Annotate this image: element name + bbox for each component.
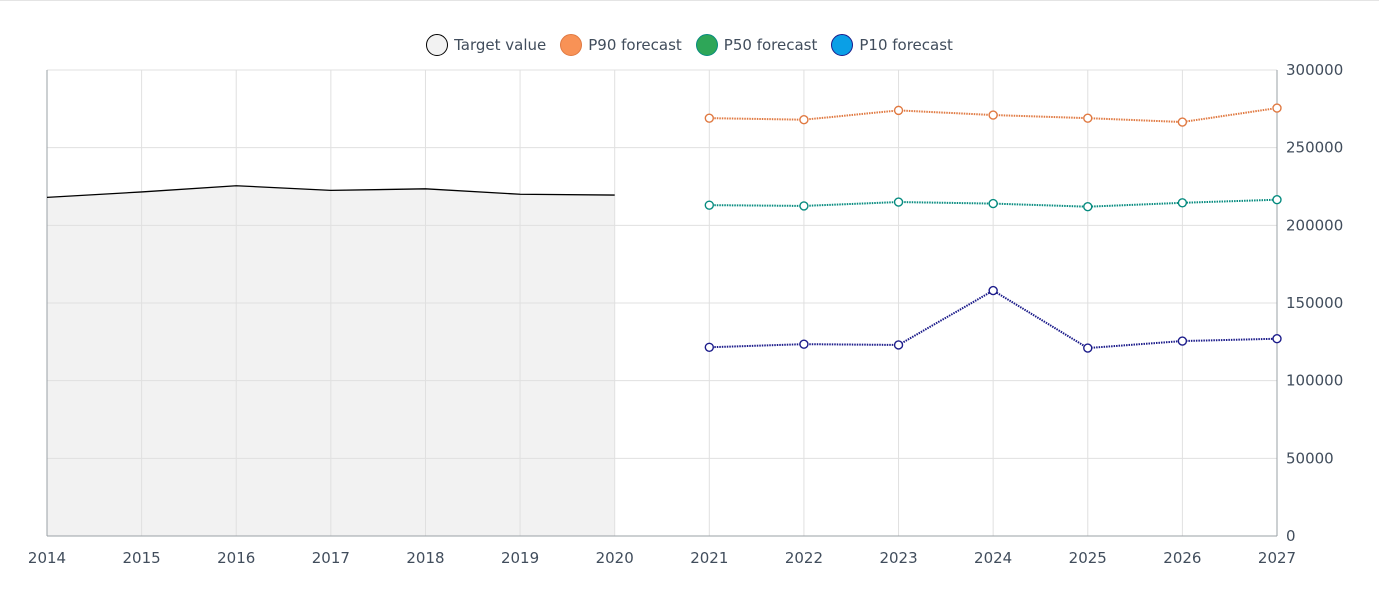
y-tick-label: 150000	[1286, 294, 1343, 312]
legend-swatch-p10-forecast	[831, 34, 854, 56]
p10-forecast-point	[799, 339, 809, 349]
x-tick-label: 2024	[974, 549, 1012, 567]
legend-item-p10-forecast[interactable]: P10 forecast	[831, 34, 953, 56]
p10-forecast-point	[1083, 343, 1093, 353]
legend-label-p50-forecast: P50 forecast	[723, 36, 818, 54]
p90-forecast-point	[704, 113, 715, 123]
p50-forecast-point	[893, 197, 904, 207]
p90-forecast-series	[704, 103, 1282, 127]
x-tick-label: 2017	[312, 549, 350, 567]
x-tick-label: 2019	[501, 549, 539, 567]
x-tick-label: 2026	[1163, 549, 1201, 567]
p10-forecast-point	[1272, 334, 1282, 344]
y-tick-label: 300000	[1286, 61, 1343, 79]
x-tick-label: 2014	[28, 549, 66, 567]
target-value-line	[46, 185, 615, 199]
p50-forecast-point	[799, 201, 809, 211]
y-tick-label: 200000	[1286, 216, 1343, 234]
grid-lines	[46, 69, 1278, 537]
p50-forecast-point	[988, 198, 998, 209]
p90-forecast-point	[1177, 117, 1188, 127]
legend-item-p50-forecast[interactable]: P50 forecast	[695, 34, 818, 56]
p50-forecast-point	[1083, 201, 1093, 212]
y-tick-label: 100000	[1286, 372, 1343, 390]
legend-swatch-p90-forecast	[560, 34, 583, 56]
p90-forecast-point	[988, 110, 998, 120]
x-tick-label: 2025	[1069, 549, 1107, 567]
x-tick-label: 2018	[406, 549, 444, 567]
x-tick-label: 2020	[596, 549, 634, 567]
x-tick-label: 2016	[217, 549, 255, 567]
x-tick-label: 2021	[690, 549, 728, 567]
x-tick-label: 2023	[879, 549, 917, 567]
x-tick-label: 2027	[1258, 549, 1296, 567]
legend-item-target-value[interactable]: Target value	[426, 34, 546, 56]
y-tick-label: 0	[1286, 527, 1296, 545]
p90-forecast-point	[1083, 113, 1093, 123]
x-tick-label: 2022	[785, 549, 823, 567]
p50-forecast-point	[704, 200, 715, 210]
legend-label-p10-forecast: P10 forecast	[859, 36, 953, 54]
p50-forecast-point	[1177, 198, 1188, 208]
p10-forecast-point	[988, 285, 998, 296]
p10-forecast-series	[704, 285, 1282, 353]
p90-forecast-point	[893, 105, 904, 116]
p50-forecast-point	[1272, 195, 1282, 205]
p90-forecast-point	[1272, 103, 1282, 113]
p10-forecast-point	[1177, 336, 1188, 346]
chart-legend: Target value P90 forecast P50 forecast P…	[0, 34, 1379, 56]
legend-label-p90-forecast: P90 forecast	[588, 36, 682, 54]
legend-swatch-p50-forecast	[695, 34, 718, 56]
legend-item-p90-forecast[interactable]: P90 forecast	[560, 34, 682, 56]
top-divider	[0, 0, 1379, 1]
p10-forecast-point	[704, 342, 715, 352]
legend-swatch-target-value	[426, 34, 449, 56]
legend-label-target-value: Target value	[454, 36, 547, 54]
y-tick-label: 250000	[1286, 139, 1343, 157]
p90-forecast-point	[799, 115, 809, 125]
p10-forecast-point	[893, 340, 904, 350]
y-tick-label: 50000	[1286, 449, 1334, 467]
x-tick-label: 2015	[123, 549, 161, 567]
p50-forecast-series	[704, 195, 1282, 212]
